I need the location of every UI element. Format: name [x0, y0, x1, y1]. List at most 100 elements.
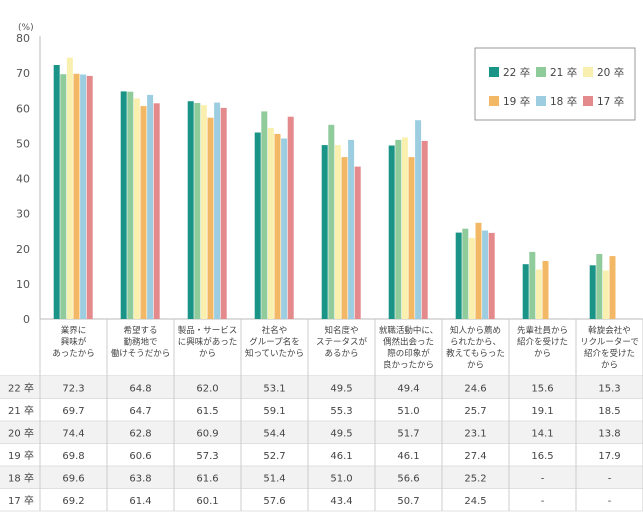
bar — [522, 264, 529, 319]
category-label: から — [601, 361, 618, 371]
table-cell: 62.0 — [196, 383, 218, 394]
legend-box — [474, 47, 636, 121]
table-cell: 24.5 — [464, 496, 486, 507]
bar — [395, 139, 402, 319]
table-cell: - — [608, 496, 612, 507]
bar — [589, 265, 596, 319]
bar — [542, 261, 549, 319]
y-tick-label: 10 — [16, 278, 30, 291]
category-label: 製品・サービス — [178, 325, 238, 336]
category-label: 際の印象が — [387, 348, 430, 359]
bar — [415, 120, 422, 319]
bar — [254, 132, 261, 319]
legend-label: 18 卒 — [550, 95, 577, 108]
table-cell: 50.7 — [397, 496, 419, 507]
bar — [281, 138, 288, 319]
legend-label: 21 卒 — [550, 66, 577, 79]
bar — [287, 116, 294, 319]
table-cell: 25.7 — [464, 406, 486, 417]
table-cell: 16.5 — [531, 451, 553, 462]
category-label: 就職活動中に、 — [379, 325, 438, 336]
bar — [354, 166, 361, 319]
table-cell: 52.7 — [263, 451, 285, 462]
table-cell: 51.7 — [397, 428, 419, 439]
bar — [267, 127, 274, 320]
table-cell: 69.6 — [62, 473, 84, 484]
bar — [220, 107, 227, 320]
table-cell: 49.5 — [330, 383, 352, 394]
legend-swatch — [583, 96, 593, 106]
bar — [120, 91, 127, 320]
bar — [187, 101, 194, 319]
table-cell: 25.2 — [464, 473, 486, 484]
legend-label: 20 卒 — [597, 66, 624, 79]
category-label: ステータスが — [316, 337, 368, 348]
table-cell: - — [541, 473, 545, 484]
category-label: 知人から薦め — [450, 325, 501, 336]
table-cell: 63.8 — [129, 473, 151, 484]
bar — [421, 140, 428, 319]
bar — [140, 106, 147, 319]
bar — [482, 230, 489, 319]
table-row-label: 18 卒 — [8, 471, 34, 484]
bar — [86, 75, 93, 320]
category-label: 偶然出会った — [383, 337, 434, 348]
table-cell: 57.6 — [263, 496, 285, 507]
table-row-label: 17 卒 — [8, 494, 34, 507]
bar — [334, 145, 341, 319]
table-cell: 57.3 — [196, 451, 218, 462]
legend-label: 19 卒 — [503, 95, 530, 108]
category-label: 教えてもらった — [446, 348, 505, 359]
bar — [133, 98, 140, 320]
table-cell: 61.5 — [196, 406, 218, 417]
table-cell: 64.8 — [129, 383, 151, 394]
bar — [341, 157, 348, 319]
bar — [455, 232, 462, 319]
table-cell: 51.4 — [263, 473, 285, 484]
bar — [274, 133, 281, 319]
table-row-label: 22 卒 — [8, 381, 34, 394]
table-cell: 56.6 — [397, 473, 419, 484]
table-cell: 18.5 — [598, 406, 620, 417]
table-cell: 51.0 — [330, 473, 352, 484]
y-tick-label: 50 — [16, 137, 30, 150]
table-cell: 15.6 — [531, 383, 553, 394]
y-tick-label: 70 — [16, 67, 30, 80]
bar — [609, 256, 616, 319]
category-label: 良かったから — [383, 360, 434, 371]
bar — [147, 94, 154, 320]
bar — [153, 103, 160, 319]
bar — [328, 124, 335, 319]
bar — [53, 65, 60, 319]
table-row-label: 21 卒 — [8, 404, 34, 417]
legend-swatch — [583, 67, 593, 77]
bar — [60, 74, 67, 319]
legend-swatch — [489, 96, 499, 106]
table-cell: 51.0 — [397, 406, 419, 417]
bar — [488, 232, 495, 319]
bar — [408, 157, 415, 319]
bar — [596, 254, 603, 319]
table-cell: - — [608, 473, 612, 484]
table-cell: 49.5 — [330, 428, 352, 439]
table-cell: 49.4 — [397, 383, 419, 394]
table-row-label: 20 卒 — [8, 426, 34, 439]
bar — [388, 145, 395, 319]
category-label: 斡旋会社や — [588, 325, 631, 336]
table-cell: 14.1 — [531, 428, 553, 439]
bar — [194, 103, 201, 319]
table-cell: 72.3 — [62, 383, 84, 394]
table-cell: 64.7 — [129, 406, 151, 417]
table-cell: 59.1 — [263, 406, 285, 417]
bar — [529, 251, 536, 319]
category-label: 社名や — [262, 325, 288, 336]
category-label: リクルーターで — [580, 338, 639, 348]
table-cell: 62.8 — [129, 428, 151, 439]
table-cell: 69.8 — [62, 451, 84, 462]
bar — [462, 228, 469, 319]
y-tick-label: 60 — [16, 102, 30, 115]
table-cell: 17.9 — [598, 451, 620, 462]
category-label: 業界に — [61, 325, 87, 336]
bar — [66, 57, 73, 319]
